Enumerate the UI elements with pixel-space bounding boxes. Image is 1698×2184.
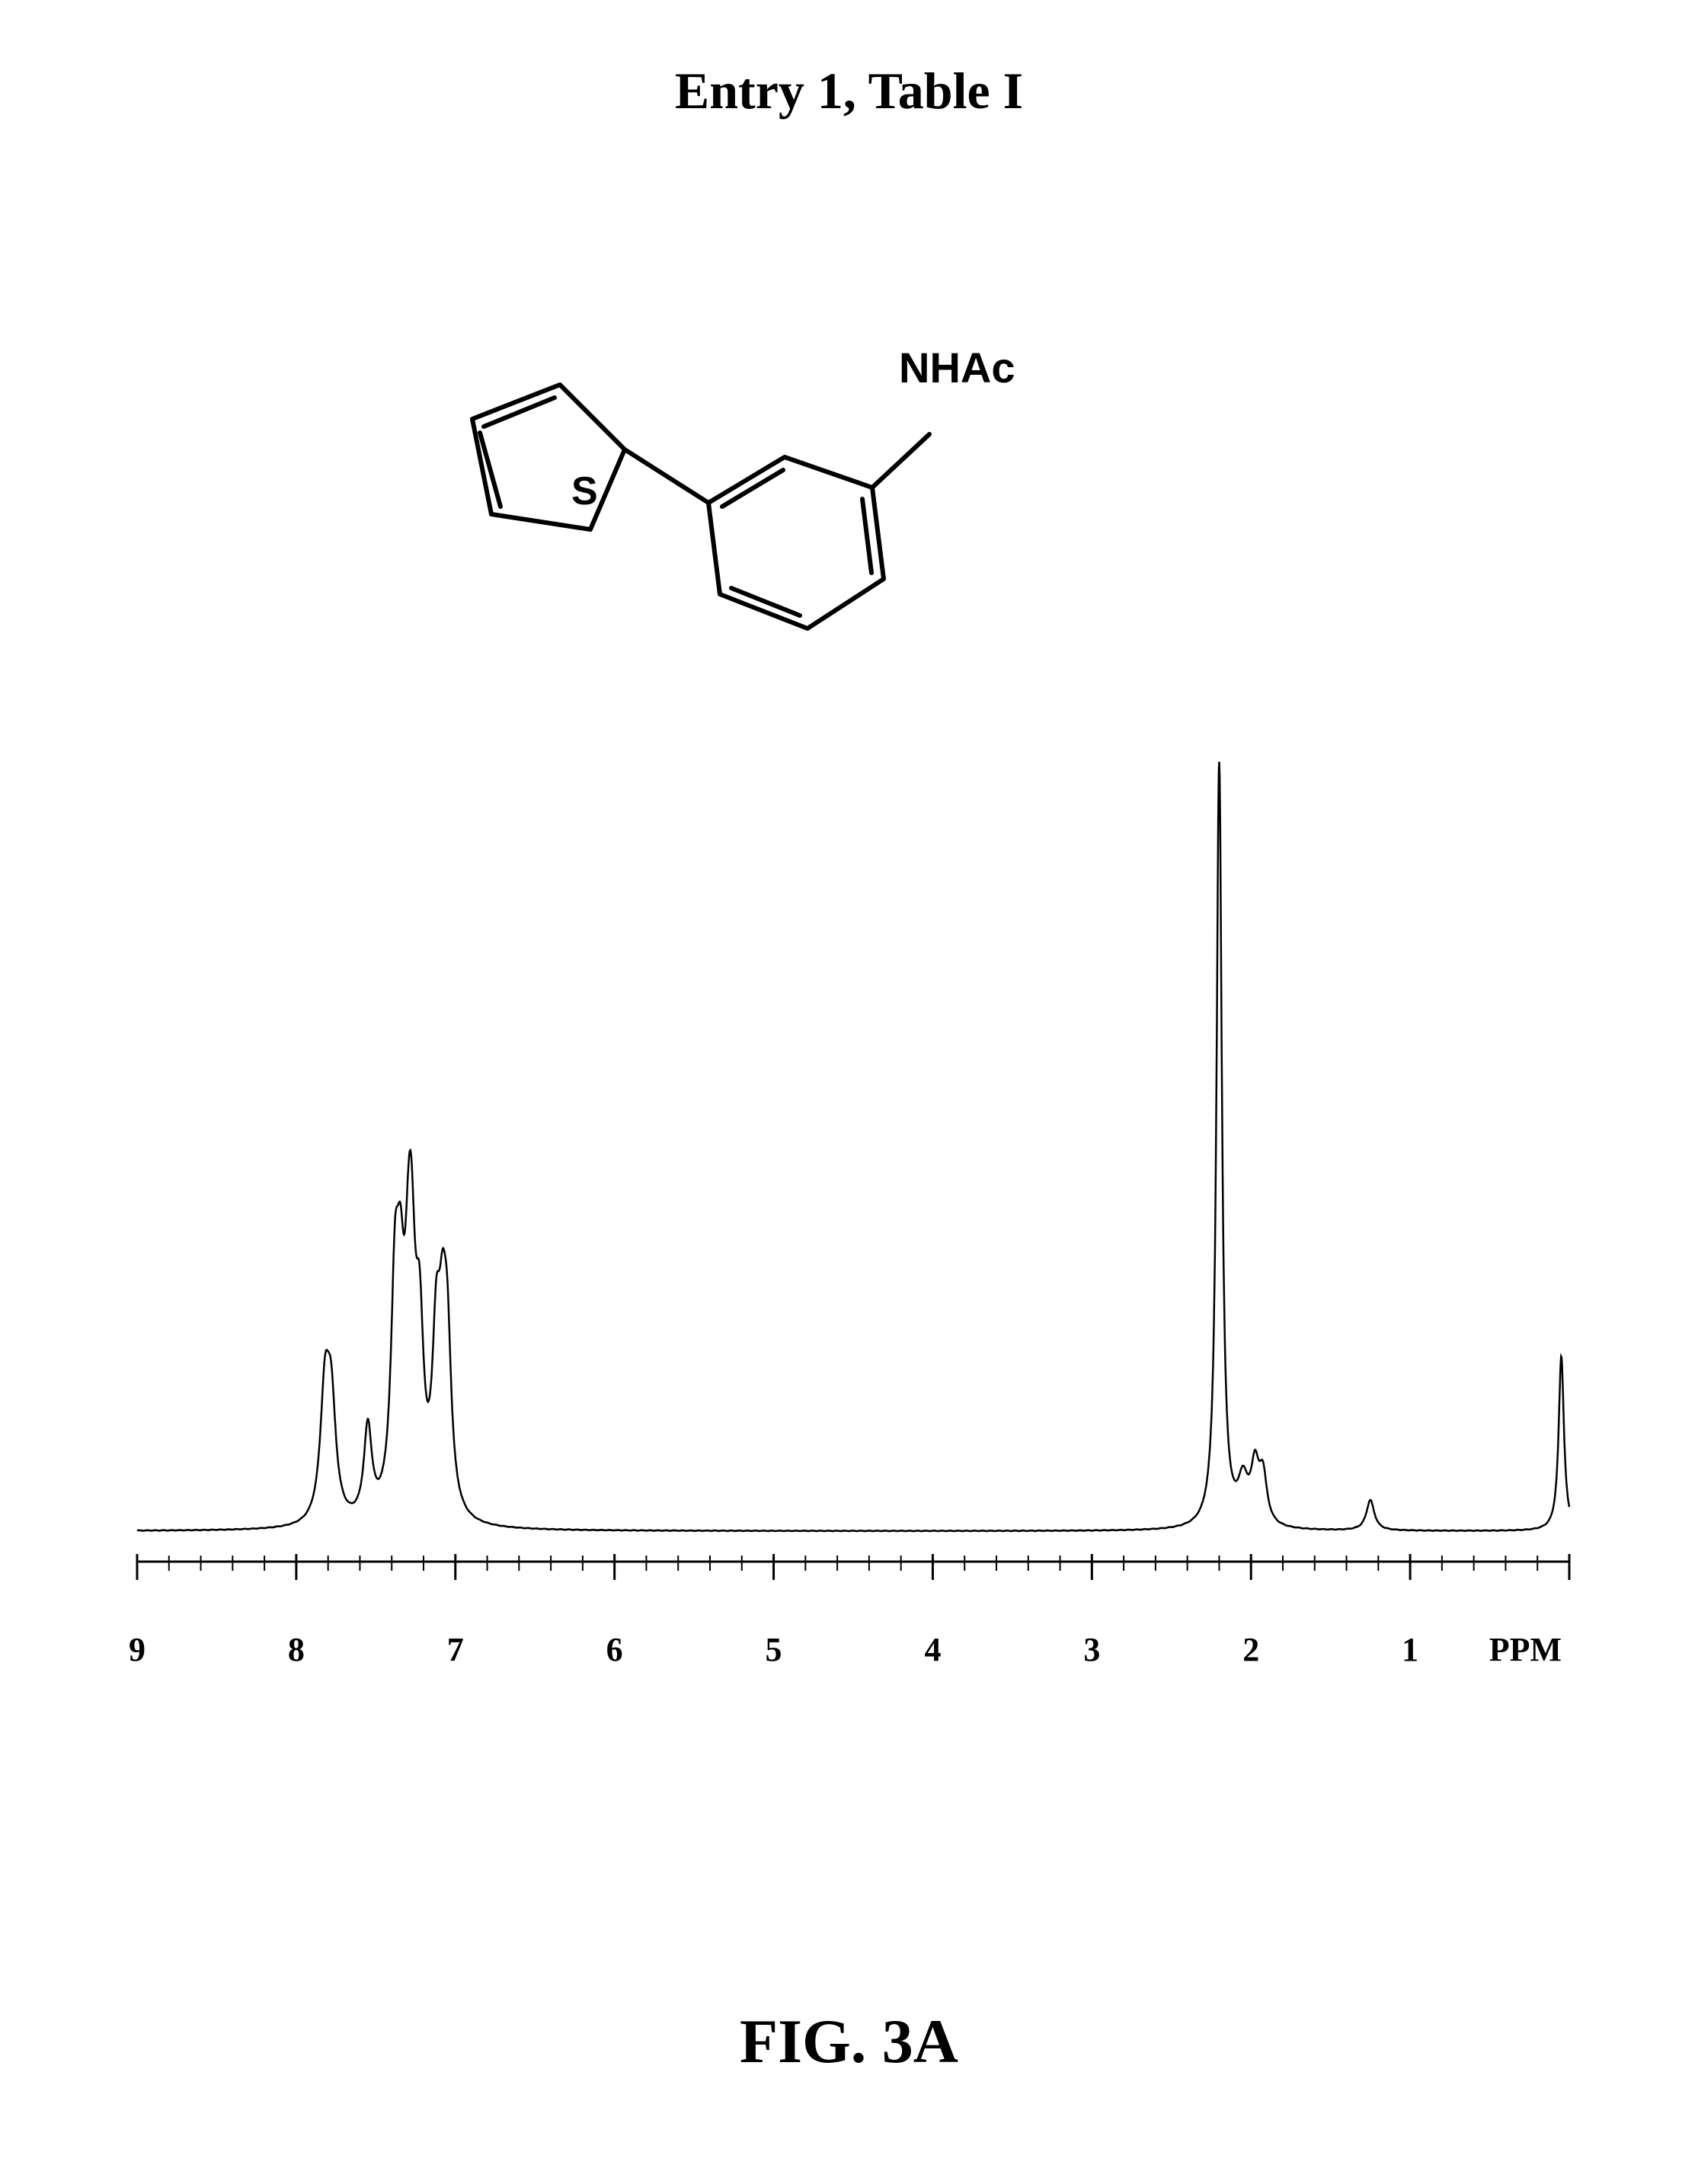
nmr-tick-label: 3 [1083,1630,1100,1669]
nmr-tick-label: 8 [288,1630,305,1669]
nmr-tick-label: 6 [606,1630,623,1669]
nmr-tick-label: 1 [1402,1630,1418,1669]
figure-page: Entry 1, Table I S NHAc 987654321PPM F [0,0,1698,2184]
nhac-group-label: NHAc [899,343,1015,392]
figure-caption: FIG. 3A [0,2006,1698,2077]
nmr-spectrum-plot [122,762,1584,1615]
nmr-x-axis-unit: PPM [1489,1630,1562,1669]
nmr-tick-label: 9 [129,1630,145,1669]
nmr-x-axis-labels: 9 8 7 6 5 4 3 2 1 PPM [122,1630,1584,1676]
nmr-tick-label: 2 [1242,1630,1259,1669]
nmr-tick-label: 5 [766,1630,782,1669]
nmr-tick-label: 4 [924,1630,941,1669]
nmr-trace [137,762,1569,1531]
chemical-structure [427,350,1112,655]
figure-title: Entry 1, Table I [0,61,1698,121]
nmr-tick-label: 7 [447,1630,464,1669]
sulfur-atom-label: S [571,468,598,514]
